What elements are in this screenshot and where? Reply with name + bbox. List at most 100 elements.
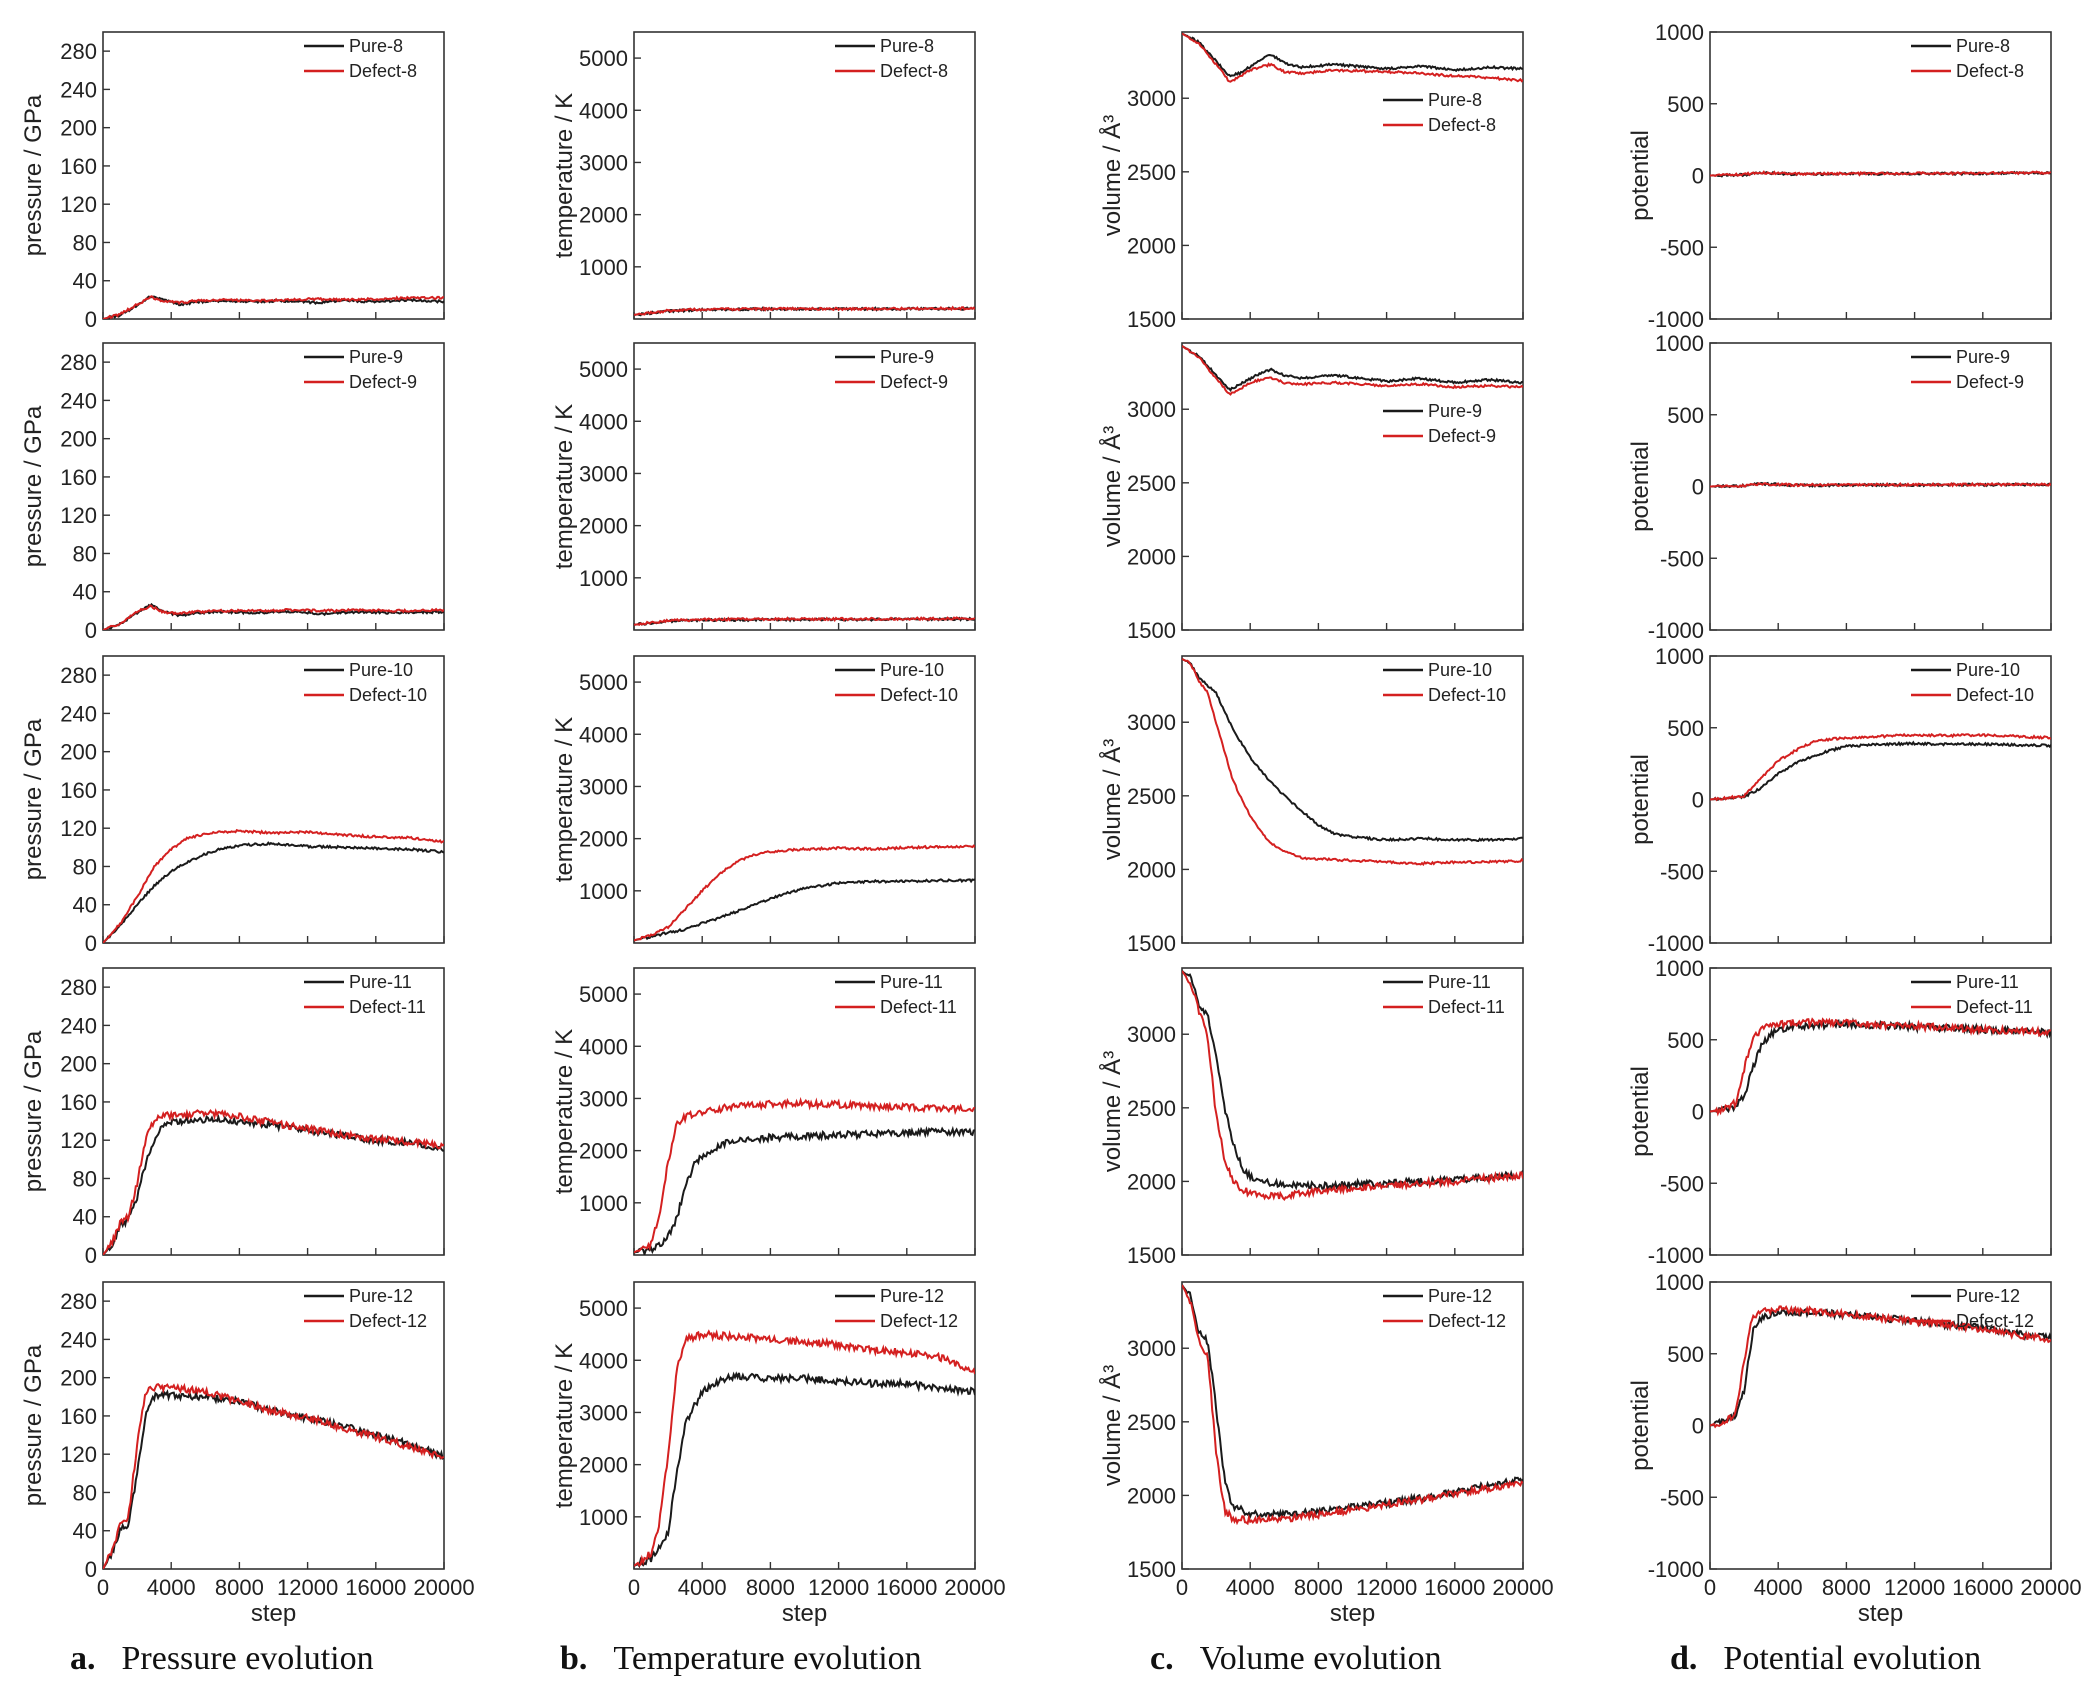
y-tick-label: 120: [60, 503, 97, 528]
y-tick-label: 2000: [1127, 1169, 1176, 1194]
y-tick-label: 120: [60, 816, 97, 841]
y-tick-label: 120: [60, 1442, 97, 1467]
y-tick-label: 1500: [1127, 307, 1176, 332]
series-line-pure: [634, 1371, 975, 1569]
x-tick-label: 0: [1704, 1575, 1716, 1600]
legend-label: Pure-12: [1428, 1286, 1492, 1306]
y-tick-label: 200: [60, 740, 97, 765]
y-tick-label: 200: [60, 427, 97, 452]
y-tick-label: 3000: [1127, 86, 1176, 111]
y-tick-label: 0: [85, 618, 97, 643]
series-line-defect: [1182, 1284, 1523, 1526]
y-tick-label: 200: [60, 1366, 97, 1391]
y-tick-label: 240: [60, 701, 97, 726]
series-line-defect: [103, 1108, 444, 1255]
panel-temperature-4: 1000 2000 3000 4000 5000 0 4000 8000 12000 16000 2…: [551, 1281, 1006, 1627]
y-tick-label: 2000: [579, 1453, 628, 1478]
panel-frame: [102, 342, 445, 631]
y-tick-label: 200: [60, 116, 97, 141]
y-axis-label: volume / Å³: [1098, 426, 1126, 547]
legend-label: Pure-9: [349, 347, 403, 367]
y-axis-label: potential: [1627, 754, 1654, 845]
y-tick-label: 0: [85, 931, 97, 956]
panel-pressure-0: 0 40 80 120 160 200 240 280 pressure / GPa Pure-8…: [20, 31, 445, 332]
y-tick-label: 160: [60, 1090, 97, 1115]
series-line-defect: [1182, 32, 1523, 83]
caption-a-letter: a.: [70, 1640, 96, 1677]
y-tick-label: 500: [1667, 92, 1704, 117]
series-line-defect: [1710, 1017, 2051, 1117]
panel-pressure-4: 0 40 80 120 160 200 240 280 0 4000 8000 12000 16000 2…: [20, 1281, 475, 1627]
x-tick-label: 12000: [277, 1575, 338, 1600]
y-tick-label: 2000: [1127, 233, 1176, 258]
y-tick-label: 40: [73, 893, 97, 918]
y-tick-label: -1000: [1648, 931, 1704, 956]
y-tick-label: 2500: [1127, 160, 1176, 185]
y-tick-label: -500: [1660, 1171, 1704, 1196]
y-tick-label: 1000: [579, 1191, 628, 1216]
legend-label: Pure-9: [1428, 401, 1482, 421]
x-tick-label: 8000: [1294, 1575, 1343, 1600]
x-tick-label: 4000: [147, 1575, 196, 1600]
y-tick-label: 240: [60, 1327, 97, 1352]
legend-label: Defect-10: [1956, 685, 2034, 705]
y-tick-label: 80: [73, 230, 97, 255]
x-tick-label: 8000: [746, 1575, 795, 1600]
y-axis-label: potential: [1627, 130, 1654, 221]
x-tick-label: 20000: [2020, 1575, 2081, 1600]
panel-pressure-1: 0 40 80 120 160 200 240 280 pressure / GPa Pure-9…: [20, 342, 445, 643]
y-tick-label: 280: [60, 975, 97, 1000]
legend-label: Pure-11: [880, 972, 943, 992]
caption-c-text: Volume evolution: [1199, 1640, 1442, 1677]
y-tick-label: 500: [1667, 1028, 1704, 1053]
y-tick-label: 500: [1667, 403, 1704, 428]
panel-potential-2: -1000 -500 0 500 1000 potential Pure-10 Defect-…: [1627, 644, 2052, 956]
series-line-defect: [1182, 658, 1523, 867]
x-tick-label: 4000: [678, 1575, 727, 1600]
y-axis-label: volume / Å³: [1098, 1051, 1126, 1172]
x-tick-label: 20000: [413, 1575, 474, 1600]
y-tick-label: 1000: [1655, 331, 1704, 356]
series-line-defect: [1182, 970, 1523, 1201]
x-axis-label: step: [1330, 1600, 1375, 1627]
legend-label: Defect-11: [349, 997, 426, 1017]
x-tick-label: 12000: [808, 1575, 869, 1600]
panel-frame: [102, 967, 445, 1256]
y-tick-label: 160: [60, 465, 97, 490]
y-tick-label: 4000: [579, 1034, 628, 1059]
y-tick-label: 120: [60, 192, 97, 217]
y-tick-label: 80: [73, 1480, 97, 1505]
y-tick-label: 40: [73, 580, 97, 605]
y-tick-label: 2000: [579, 514, 628, 539]
series-line-defect: [1710, 1304, 2051, 1429]
legend-label: Pure-11: [1956, 972, 2019, 992]
series-line-pure: [1710, 740, 2051, 801]
x-tick-label: 0: [1176, 1575, 1188, 1600]
x-axis-label: step: [1858, 1600, 1903, 1627]
y-tick-label: -500: [1660, 1485, 1704, 1510]
y-axis-label: temperature / K: [551, 1343, 578, 1508]
y-axis-label: volume / Å³: [1098, 1365, 1126, 1486]
y-tick-label: 2000: [1127, 1483, 1176, 1508]
y-tick-label: 3000: [1127, 710, 1176, 735]
y-tick-label: 2000: [1127, 544, 1176, 569]
legend-label: Defect-8: [1428, 115, 1496, 135]
y-tick-label: 3000: [579, 1086, 628, 1111]
panel-frame: [1181, 342, 1524, 631]
caption-d: d. Potential evolution: [1670, 1640, 1981, 1680]
y-tick-label: 1000: [579, 255, 628, 280]
y-axis-label: temperature / K: [551, 404, 578, 569]
legend-label: Pure-9: [1956, 347, 2010, 367]
panel-pressure-3: 0 40 80 120 160 200 240 280 pressure / GPa Pure-1…: [20, 967, 445, 1268]
panel-potential-3: -1000 -500 0 500 1000 potential Pure-11 Defect-…: [1627, 956, 2052, 1268]
y-tick-label: 5000: [579, 982, 628, 1007]
y-tick-label: 4000: [579, 1348, 628, 1373]
y-tick-label: 4000: [579, 722, 628, 747]
caption-b-text: Temperature evolution: [613, 1640, 922, 1677]
y-tick-label: 3000: [579, 150, 628, 175]
series-line-defect: [634, 844, 975, 942]
y-tick-label: 1000: [1655, 956, 1704, 981]
panel-frame: [633, 1281, 976, 1570]
y-tick-label: 0: [1692, 475, 1704, 500]
